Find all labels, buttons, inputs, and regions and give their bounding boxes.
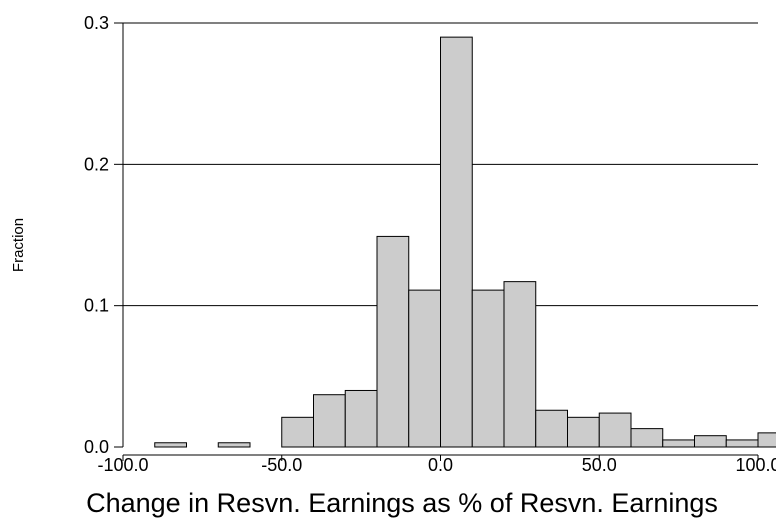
- x-axis-ticks: -100.0 -50.0 0.0 50.0 100.0: [97, 455, 776, 475]
- histogram-bars: [154, 36, 776, 448]
- histogram-bar: [408, 289, 441, 448]
- histogram-bar: [376, 235, 410, 448]
- histogram-bar: [471, 289, 505, 448]
- x-tick-label: -50.0: [261, 455, 302, 475]
- histogram-bar: [344, 389, 378, 448]
- y-tick-label: 0.0: [84, 437, 109, 457]
- x-tick-label: 100.0: [735, 455, 776, 475]
- x-axis-label: Change in Resvn. Earnings as % of Resvn.…: [86, 488, 718, 518]
- histogram-bar: [440, 36, 473, 448]
- y-tick-label: 0.2: [84, 154, 109, 174]
- y-tick-label: 0.3: [84, 13, 109, 33]
- histogram-bar: [757, 432, 776, 448]
- x-tick-label: -100.0: [97, 455, 148, 475]
- x-tick-label: 0.0: [428, 455, 453, 475]
- histogram-bar: [503, 281, 537, 448]
- histogram-bar: [598, 412, 632, 448]
- histogram-bar: [725, 439, 759, 448]
- histogram-bar: [313, 394, 346, 448]
- histogram-bar: [217, 442, 251, 448]
- y-axis-label: Fraction: [10, 218, 27, 272]
- histogram-bar: [281, 416, 314, 448]
- y-tick-label: 0.1: [84, 296, 109, 316]
- histogram-bar: [154, 442, 187, 448]
- y-axis-ticks: 0.0 0.1 0.2 0.3: [84, 13, 123, 457]
- histogram-bar: [535, 409, 568, 448]
- histogram-bar: [694, 435, 727, 448]
- histogram-bar: [662, 439, 695, 448]
- histogram-bar: [630, 428, 664, 448]
- x-tick-label: 50.0: [582, 455, 617, 475]
- histogram-bar: [567, 416, 600, 448]
